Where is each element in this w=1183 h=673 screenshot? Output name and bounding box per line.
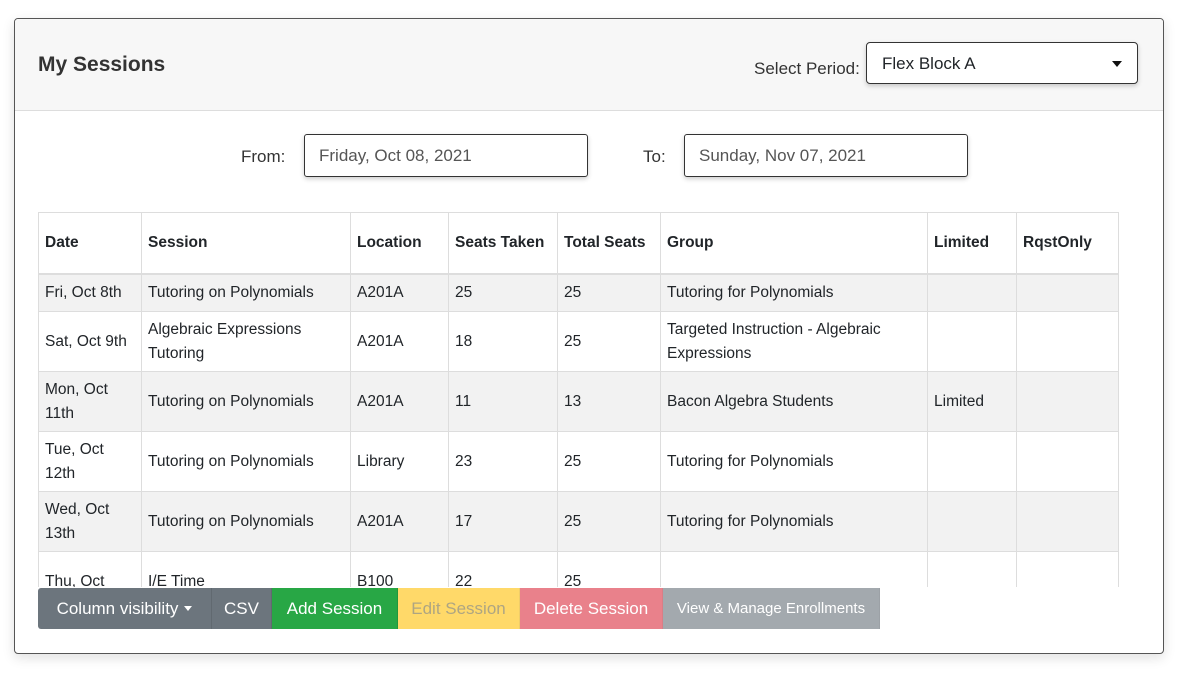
button-bar: Column visibility CSV Add Session Edit Sess… <box>38 588 880 629</box>
table-row[interactable]: Thu, OctI/E TimeB1002225 <box>39 552 1119 588</box>
table-body: Fri, Oct 8thTutoring on PolynomialsA201A… <box>38 274 1139 587</box>
button[interactable]: Edit Session <box>398 588 520 629</box>
table-cell <box>1017 432 1119 492</box>
to-input[interactable]: Sunday, Nov 07, 2021 <box>684 134 968 177</box>
table-cell: 17 <box>449 492 558 552</box>
table-cell: A201A <box>351 312 449 372</box>
column-header: Total Seats <box>558 213 661 275</box>
from-label: From: <box>241 147 285 167</box>
table-cell: A201A <box>351 275 449 312</box>
button-label: Column visibility <box>57 599 179 619</box>
from-input[interactable]: Friday, Oct 08, 2021 <box>304 134 588 177</box>
table-row[interactable]: Mon, Oct 11thTutoring on PolynomialsA201… <box>39 372 1119 432</box>
table-cell <box>1017 552 1119 588</box>
column-header: Seats Taken <box>449 213 558 275</box>
table-cell: I/E Time <box>142 552 351 588</box>
table-cell: 23 <box>449 432 558 492</box>
table-cell: Bacon Algebra Students <box>661 372 928 432</box>
table-cell: 25 <box>449 275 558 312</box>
button-label: Add Session <box>287 599 382 619</box>
dropdown-caret <box>184 606 192 611</box>
table-row[interactable]: Wed, Oct 13thTutoring on PolynomialsA201… <box>39 492 1119 552</box>
table-cell <box>661 552 928 588</box>
column-header: Location <box>351 213 449 275</box>
table-cell: B100 <box>351 552 449 588</box>
table-cell: Targeted Instruction - Algebraic Express… <box>661 312 928 372</box>
table-cell: 25 <box>558 432 661 492</box>
table-cell: Wed, Oct 13th <box>39 492 142 552</box>
button-label: CSV <box>224 599 259 619</box>
button[interactable]: View & Manage Enrollments <box>663 588 880 629</box>
table-cell: Tutoring for Polynomials <box>661 275 928 312</box>
table-cell: 11 <box>449 372 558 432</box>
table-cell: 25 <box>558 552 661 588</box>
table-cell: Algebraic Expressions Tutoring <box>142 312 351 372</box>
column-header: Session <box>142 213 351 275</box>
table-cell: A201A <box>351 372 449 432</box>
table-cell <box>928 552 1017 588</box>
button-label: Delete Session <box>534 599 648 619</box>
table-cell <box>928 432 1017 492</box>
table-cell: Fri, Oct 8th <box>39 275 142 312</box>
table-cell: Limited <box>928 372 1017 432</box>
table-cell <box>1017 372 1119 432</box>
table-cell: 13 <box>558 372 661 432</box>
table-row[interactable]: Sat, Oct 9thAlgebraic Expressions Tutori… <box>39 312 1119 372</box>
table-cell: 25 <box>558 312 661 372</box>
table-header: DateSessionLocationSeats TakenTotal Seat… <box>38 212 1119 275</box>
table-cell: A201A <box>351 492 449 552</box>
header-table: DateSessionLocationSeats TakenTotal Seat… <box>38 212 1119 275</box>
button-label: Edit Session <box>411 599 506 619</box>
column-header: RqstOnly <box>1017 213 1119 275</box>
button[interactable]: CSV <box>212 588 272 629</box>
table-cell <box>928 492 1017 552</box>
table-cell <box>928 275 1017 312</box>
sessions-card: My Sessions Select Period: Flex Block A … <box>14 18 1164 654</box>
table-row[interactable]: Fri, Oct 8thTutoring on PolynomialsA201A… <box>39 275 1119 312</box>
table-cell <box>1017 275 1119 312</box>
table-cell <box>928 312 1017 372</box>
column-header: Group <box>661 213 928 275</box>
table-cell: Thu, Oct <box>39 552 142 588</box>
button[interactable]: Column visibility <box>38 588 212 629</box>
button[interactable]: Delete Session <box>520 588 663 629</box>
button-label: View & Manage Enrollments <box>677 600 865 617</box>
table-cell: Tutoring on Polynomials <box>142 432 351 492</box>
table-cell: 18 <box>449 312 558 372</box>
table-cell <box>1017 312 1119 372</box>
column-header: Limited <box>928 213 1017 275</box>
table-cell: Tutoring on Polynomials <box>142 275 351 312</box>
table-cell: Library <box>351 432 449 492</box>
table-cell: 25 <box>558 275 661 312</box>
body-table: Fri, Oct 8thTutoring on PolynomialsA201A… <box>38 274 1119 587</box>
table-cell <box>1017 492 1119 552</box>
header-row: DateSessionLocationSeats TakenTotal Seat… <box>39 213 1119 275</box>
table-row[interactable]: Tue, Oct 12thTutoring on PolynomialsLibr… <box>39 432 1119 492</box>
button[interactable]: Add Session <box>272 588 398 629</box>
caret <box>1112 61 1122 67</box>
table-cell: Tutoring for Polynomials <box>661 432 928 492</box>
table-cell: Tutoring for Polynomials <box>661 492 928 552</box>
title: My Sessions <box>38 53 165 77</box>
table-cell: Tue, Oct 12th <box>39 432 142 492</box>
period-value: Flex Block A <box>882 54 976 73</box>
table-cell: Sat, Oct 9th <box>39 312 142 372</box>
table-cell: Tutoring on Polynomials <box>142 492 351 552</box>
table-cell: 25 <box>558 492 661 552</box>
period-label: Select Period: <box>754 59 860 79</box>
table-cell: Mon, Oct 11th <box>39 372 142 432</box>
to-label: To: <box>643 147 666 167</box>
column-header: Date <box>39 213 142 275</box>
table-cell: 22 <box>449 552 558 588</box>
table-cell: Tutoring on Polynomials <box>142 372 351 432</box>
period-select[interactable]: Flex Block A <box>866 42 1138 84</box>
